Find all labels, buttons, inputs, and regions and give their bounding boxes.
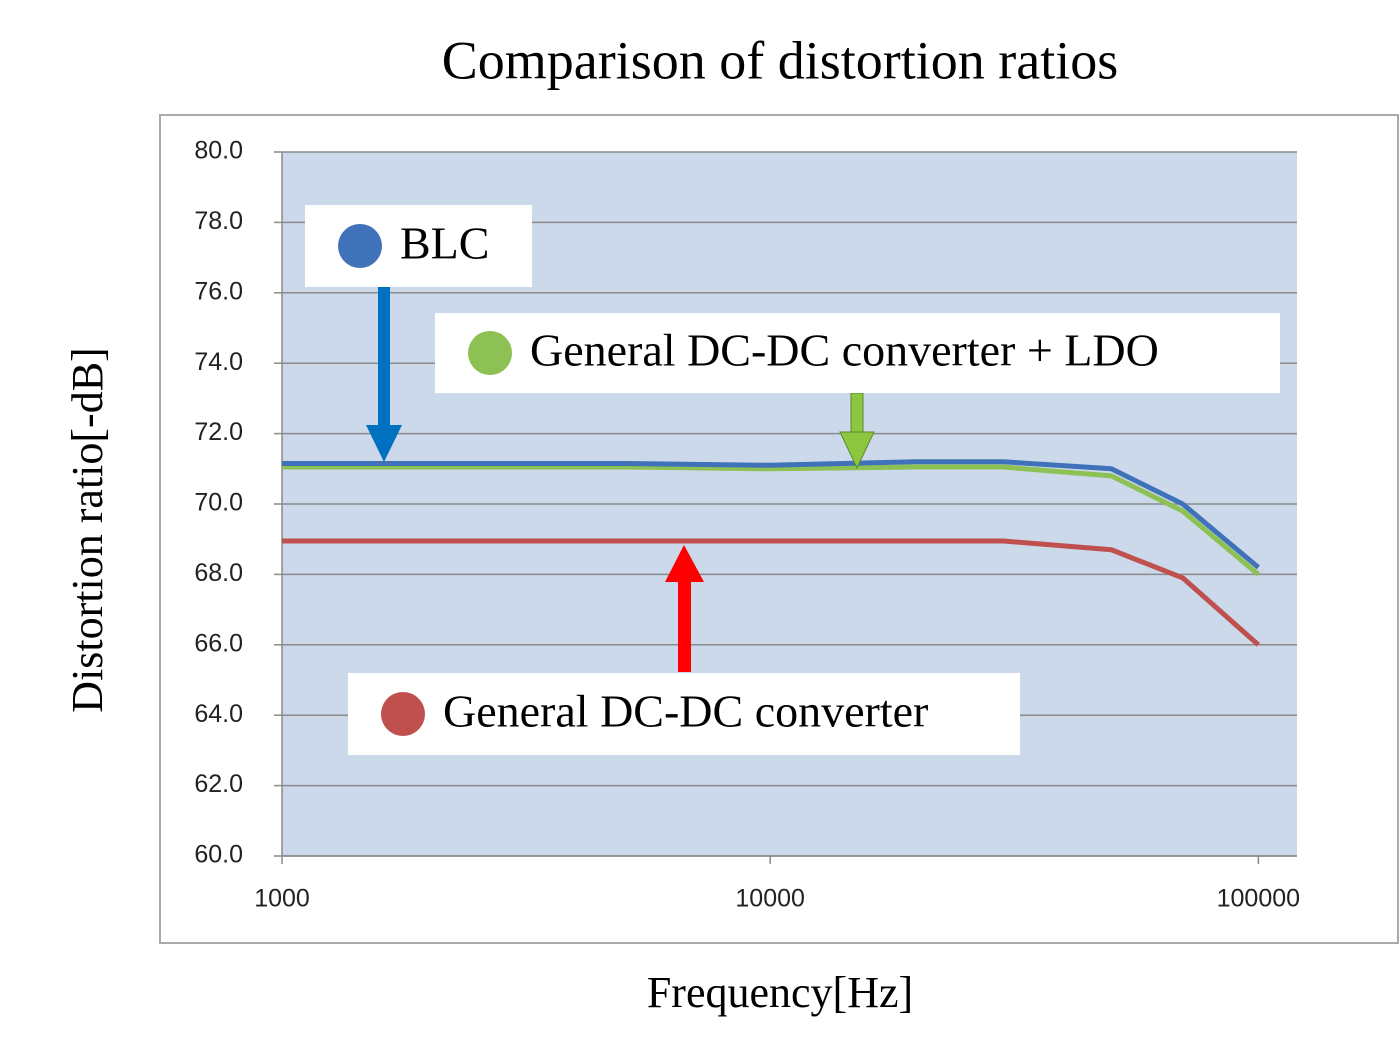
arrow-head: [665, 545, 704, 582]
series-line: [282, 538, 1261, 647]
x-tick-label: 10000: [735, 885, 805, 913]
arrow-head: [839, 431, 875, 470]
legend-marker: [338, 224, 382, 268]
y-tick-label: 78.0: [194, 207, 243, 235]
series-line: [282, 459, 1260, 570]
arrow-shaft: [378, 287, 390, 427]
x-axis-label: Frequency[Hz]: [647, 968, 913, 1017]
y-tick-label: 72.0: [194, 418, 243, 446]
arrow-shaft: [850, 392, 864, 434]
y-tick-label: 60.0: [194, 841, 243, 869]
arrow-head: [366, 425, 402, 462]
legend-box: [435, 313, 1280, 393]
y-tick-label: 74.0: [194, 348, 243, 376]
y-tick-label: 70.0: [194, 489, 243, 517]
y-tick-label: 68.0: [194, 559, 243, 587]
y-tick-label: 80.0: [194, 137, 243, 165]
y-tick-label: 64.0: [194, 700, 243, 728]
legend-marker: [381, 692, 425, 736]
y-tick-label: 62.0: [194, 770, 243, 798]
legend-box: [348, 673, 1020, 755]
legend-item: General DC-DC converter: [348, 673, 1020, 755]
arrow-shaft: [678, 580, 691, 672]
legend-marker: [468, 331, 512, 375]
y-axis-label: Distortion ratio[-dB]: [63, 347, 112, 712]
arrows: [366, 287, 875, 672]
legend-label: General DC-DC converter + LDO: [530, 325, 1159, 376]
chart-title: Comparison of distortion ratios: [442, 30, 1118, 90]
y-tick-label: 66.0: [194, 629, 243, 657]
y-tick-label: 76.0: [194, 277, 243, 305]
legend-item: BLC: [305, 205, 532, 287]
series-line: [282, 464, 1260, 577]
legend-label: General DC-DC converter: [443, 686, 928, 737]
x-tick-label: 100000: [1217, 885, 1300, 913]
legend-label: BLC: [400, 218, 489, 269]
legend-item: General DC-DC converter + LDO: [435, 313, 1280, 393]
x-tick-label: 1000: [254, 885, 310, 913]
